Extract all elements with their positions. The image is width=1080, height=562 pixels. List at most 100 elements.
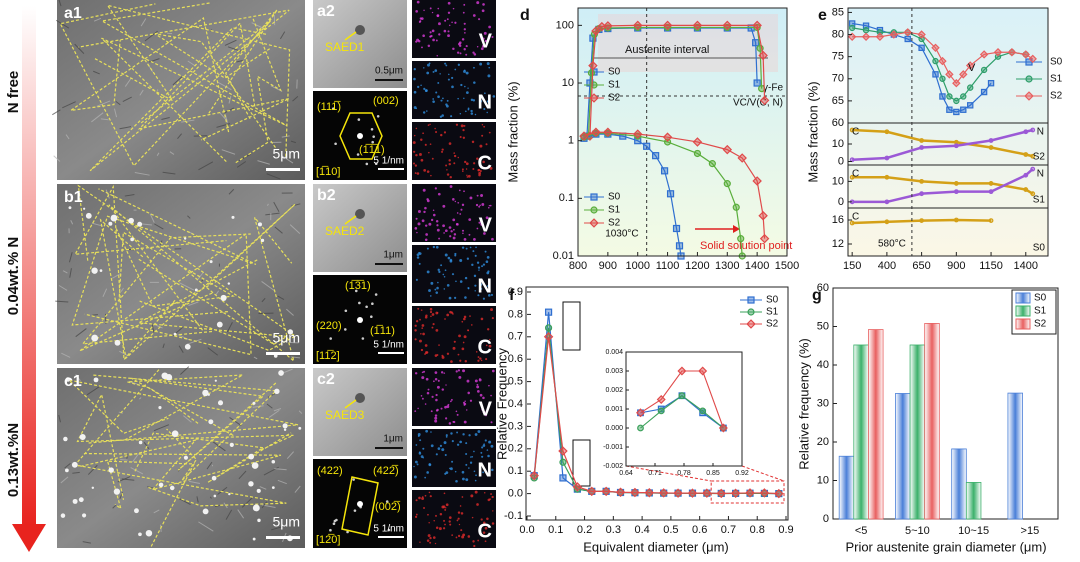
eds-dot <box>431 11 434 14</box>
eds-dot <box>432 536 436 539</box>
eds-dot <box>448 226 452 229</box>
eds-dot <box>474 290 476 292</box>
marker <box>544 308 553 316</box>
eds-dot <box>476 389 480 393</box>
sem-texture <box>162 171 176 175</box>
eds-dot <box>463 317 466 321</box>
eds-dot <box>448 142 452 145</box>
x-tick-label: 0.4 <box>634 524 649 536</box>
eds-dot <box>465 44 468 48</box>
eds-dot <box>490 394 492 397</box>
marker <box>603 21 613 31</box>
series-label: C <box>852 127 859 138</box>
eds-dot <box>478 18 481 21</box>
eds-dot <box>462 170 464 173</box>
eds-dot <box>464 160 467 164</box>
eds-dot <box>451 21 453 24</box>
marker <box>543 332 554 342</box>
eds-dot <box>447 78 450 81</box>
eds-dot <box>442 224 445 228</box>
eds-dot <box>420 84 422 87</box>
eds-dot <box>427 534 431 538</box>
eds-dot <box>447 1 451 5</box>
x-tick-label: 0.5 <box>663 524 678 536</box>
precipitate <box>216 321 223 328</box>
precipitate <box>282 423 288 429</box>
eds-dot <box>478 221 481 224</box>
eds-dot <box>414 410 417 413</box>
marker <box>876 29 884 36</box>
marker <box>1030 127 1036 133</box>
eds-dot <box>424 403 427 405</box>
sem-texture <box>70 220 74 225</box>
inset-y-tick-label: 0.002 <box>605 387 623 394</box>
diffraction-spot <box>374 162 378 166</box>
precipitate <box>113 488 121 495</box>
eds-dot <box>449 467 453 471</box>
eds-dot <box>436 311 439 314</box>
eds-dot <box>446 173 450 176</box>
eds-dot <box>430 315 432 318</box>
eds-dot <box>442 505 446 509</box>
y-tick-label: 0 <box>838 196 844 208</box>
eds-dot <box>489 204 492 207</box>
zone-label: [1̅10] <box>316 166 340 178</box>
marker <box>759 233 770 244</box>
sem-texture <box>196 496 199 503</box>
eds-dot <box>416 0 420 4</box>
eds-dot <box>426 391 430 395</box>
sem-texture <box>134 172 150 176</box>
eds-dot <box>453 152 456 154</box>
eds-dot <box>447 30 450 33</box>
legend-label: S1 <box>608 80 621 91</box>
eds-dot <box>476 194 479 197</box>
eds-dot <box>476 227 479 230</box>
sem-texture <box>268 409 280 418</box>
scale-label: 5 1/nm <box>373 156 404 167</box>
zoom-link <box>741 465 785 482</box>
y-tick-label: 80 <box>832 28 844 40</box>
eds-dot <box>458 523 461 526</box>
panel-tag: a1 <box>64 5 82 22</box>
eds-dot <box>447 11 451 14</box>
eds-dot <box>432 323 435 326</box>
eds-dot <box>413 465 415 468</box>
eds-dot <box>422 132 425 135</box>
eds-dot <box>460 512 464 515</box>
eds-dot <box>454 200 457 203</box>
eds-dot <box>422 111 426 114</box>
precipitate <box>158 406 162 410</box>
eds-dot <box>463 124 466 127</box>
eds-dot <box>435 131 438 134</box>
sem-texture <box>75 328 87 338</box>
eds-dot <box>469 246 472 249</box>
y-tick-label: 0.6 <box>508 353 523 365</box>
sem-texture <box>253 356 258 360</box>
eds-dot <box>414 164 418 167</box>
eds-dot <box>477 539 480 542</box>
sem-texture <box>132 453 140 463</box>
central-spot <box>357 133 363 139</box>
eds-dot <box>473 470 476 473</box>
series-label: C <box>852 212 859 223</box>
marker <box>862 22 870 29</box>
inset-y-tick-label: -0.002 <box>603 463 623 470</box>
eds-dot <box>481 134 484 137</box>
marker <box>960 106 967 113</box>
inset-y-tick-label: 0.001 <box>605 406 623 413</box>
saed-label: SAED1 <box>325 40 365 54</box>
eds-dot <box>445 417 448 420</box>
sem-texture <box>119 126 132 130</box>
bar <box>838 455 855 520</box>
marker <box>601 486 611 497</box>
marker <box>589 93 599 103</box>
y-tick-label: 0.5 <box>508 376 523 388</box>
diffraction-spot <box>376 114 380 118</box>
eds-dot <box>480 317 484 321</box>
eds-dot <box>417 210 421 213</box>
eds-dot <box>425 110 428 112</box>
eds-dot <box>451 85 454 89</box>
eds-dot <box>478 269 480 271</box>
sem-texture <box>224 114 229 123</box>
eds-dot <box>473 53 477 56</box>
